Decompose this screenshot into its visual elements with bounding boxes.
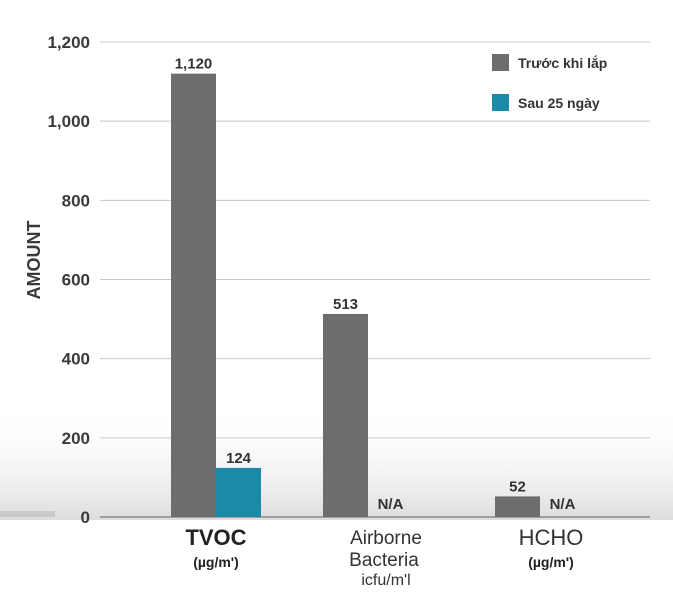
category-unit: (µg/m') xyxy=(528,554,574,570)
y-tick-label: 1,000 xyxy=(47,112,90,131)
y-tick-label: 800 xyxy=(62,191,90,210)
bar-after-0 xyxy=(216,467,261,517)
category-unit: (µg/m') xyxy=(193,554,239,570)
data-label: 1,120 xyxy=(175,56,213,73)
y-axis-label: AMOUNT xyxy=(24,221,44,300)
category-label: TVOC xyxy=(185,525,246,550)
y-tick-label: 400 xyxy=(62,350,90,369)
legend-label-0: Trước khi lắp xyxy=(518,54,607,71)
data-label: 124 xyxy=(226,450,252,467)
y-tick-label: 600 xyxy=(62,271,90,290)
category-label: HCHO xyxy=(519,525,584,550)
category-label: Airborne xyxy=(350,528,422,549)
bar-before-2 xyxy=(495,496,540,517)
bar-before-0 xyxy=(171,73,216,518)
legend-label-1: Sau 25 ngày xyxy=(518,95,600,111)
y-tick-label: 200 xyxy=(62,429,90,448)
category-unit: icfu/m'l xyxy=(361,572,410,589)
data-label-na: N/A xyxy=(550,496,576,513)
data-label: 52 xyxy=(509,478,526,495)
legend-swatch-1 xyxy=(492,94,509,111)
y-tick-label: 1,200 xyxy=(47,33,90,52)
data-label-na: N/A xyxy=(378,496,404,513)
legend-swatch-0 xyxy=(492,54,509,71)
bar-before-1 xyxy=(323,313,368,517)
category-label-line2: Bacteria xyxy=(349,550,419,571)
y-tick-label: 0 xyxy=(81,508,90,527)
data-label: 513 xyxy=(333,296,358,313)
